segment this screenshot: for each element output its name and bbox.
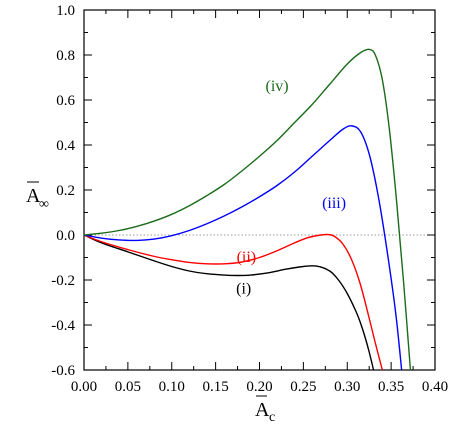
y-tick-label: -0.2 — [51, 273, 75, 289]
y-tick-label: 0.4 — [56, 138, 75, 154]
x-tick-label: 0.25 — [290, 379, 316, 395]
x-tick-label: 0.40 — [422, 379, 448, 395]
series-line-3 — [84, 125, 403, 370]
x-axis-title-main: A — [255, 399, 270, 421]
y-tick-label: 0.6 — [56, 93, 75, 109]
plot-frame — [83, 9, 436, 371]
y-tick-label: 0.0 — [56, 228, 75, 244]
x-tick-label: 0.20 — [246, 379, 272, 395]
series-line-2 — [84, 233, 384, 370]
y-tick-label: 1.0 — [56, 3, 75, 19]
y-axis-title: A ∞ — [26, 181, 49, 212]
x-tick-label: 0.05 — [115, 379, 141, 395]
y-tick-label: 0.2 — [56, 183, 75, 199]
y-tick-label: -0.4 — [51, 318, 75, 334]
y-tick-label: -0.6 — [51, 363, 75, 379]
x-tick-label: 0.00 — [71, 379, 97, 395]
x-axis-title: A c — [255, 395, 275, 425]
x-tick-label: 0.30 — [334, 379, 360, 395]
x-axis-title-sub: c — [269, 410, 275, 425]
series-label-3: (iii) — [322, 195, 346, 212]
x-tick-label: 0.15 — [203, 379, 229, 395]
x-tick-label: 0.10 — [159, 379, 185, 395]
series-label-1: (i) — [236, 281, 251, 298]
y-axis-title-main: A — [26, 185, 41, 207]
series-label-4: (iv) — [265, 78, 288, 95]
series-line-1 — [84, 234, 375, 370]
y-tick-label: 0.8 — [56, 48, 75, 64]
series-line-4 — [84, 48, 412, 370]
x-tick-label: 0.35 — [378, 379, 404, 395]
y-axis-title-sub: ∞ — [39, 197, 49, 212]
series-label-2: (ii) — [237, 249, 257, 266]
